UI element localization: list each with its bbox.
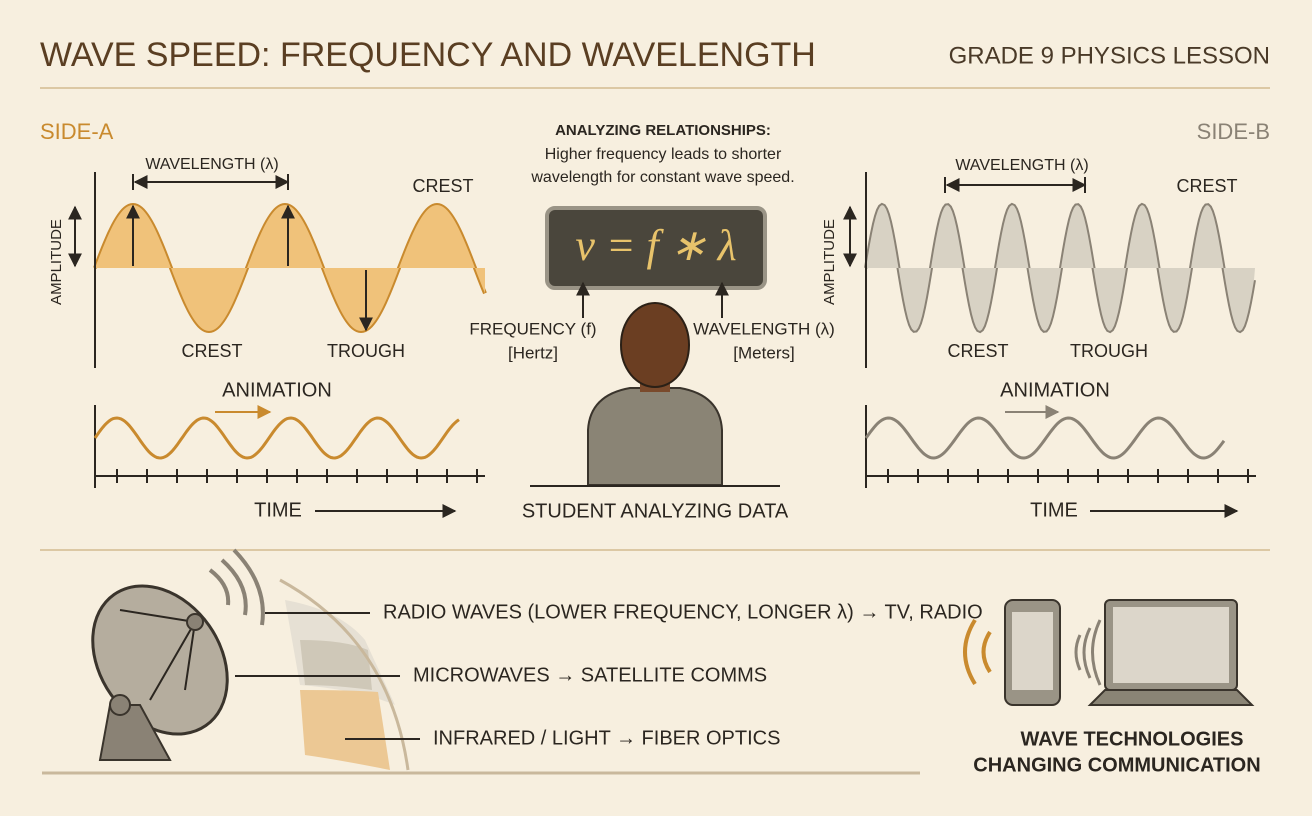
description-line: Higher frequency leads to shorter [545,146,782,163]
center-panel: ANALYZING RELATIONSHIPS: Higher frequenc… [469,122,834,522]
crest-label: CREST [1176,176,1237,196]
student-head [620,302,690,388]
time-label: TIME [254,499,302,521]
caption: CHANGING COMMUNICATION [973,754,1260,776]
band [300,690,390,770]
wave-fill [95,205,485,331]
spectrum-item: RADIO WAVES (LOWER FREQUENCY, LONGER λ) … [383,601,983,623]
wavelength-label: WAVELENGTH (λ) [955,157,1088,174]
frequency-label: FREQUENCY (f) [469,319,596,338]
formula: ν = f ∗ λ [575,221,736,270]
laptop-screen [1113,607,1229,683]
heading: ANALYZING RELATIONSHIPS: [555,122,771,139]
laptop-base [1087,689,1255,706]
animation-wave [864,416,1226,460]
description-line: wavelength for constant wave speed. [530,169,794,186]
side-a: SIDE-A WAVELENGTH (λ) AMPLITUDE CREST CR… [40,119,487,521]
side-b: SIDE-B WAVELENGTH (λ) AMPLITUDE CREST CR… [821,119,1270,521]
animation-label: ANIMATION [1000,379,1110,401]
signal-arcs [1074,619,1102,686]
spectrum: RADIO WAVES (LOWER FREQUENCY, LONGER λ) … [42,548,983,775]
formula-board [545,206,767,290]
dish-feed [119,609,196,701]
animation-label: ANIMATION [222,379,332,401]
dish-joint [109,694,131,716]
trough-label: TROUGH [1070,341,1148,361]
subtitle: GRADE 9 PHYSICS LESSON [949,42,1270,69]
wavelength-label: WAVELENGTH (λ) [693,319,835,338]
feed-horn [186,613,204,631]
amplitude-label: AMPLITUDE [821,219,838,305]
signal-arcs [208,548,265,626]
wavelength-label: WAVELENGTH (λ) [145,156,278,173]
time-label: TIME [1030,499,1078,521]
side-label: SIDE-A [40,119,114,144]
band [300,640,372,690]
amplitude-label: AMPLITUDE [48,219,65,305]
spectrum-item: INFRARED / LIGHT → FIBER OPTICS [433,727,780,749]
animation-wave [93,416,460,460]
caption: STUDENT ANALYZING DATA [522,500,789,522]
technologies: WAVE TECHNOLOGIES CHANGING COMMUNICATION [963,599,1261,776]
wave-fill [866,205,1255,331]
title: WAVE SPEED: FREQUENCY AND WAVELENGTH [40,36,816,74]
frequency-unit: [Hertz] [508,343,558,362]
trough-label: TROUGH [327,341,405,361]
wavelength-unit: [Meters] [733,343,794,362]
spectrum-item: MICROWAVES → SATELLITE COMMS [413,664,767,686]
crest-label: CREST [181,341,242,361]
crest-label: CREST [947,341,1008,361]
phone-screen [1012,612,1053,690]
caption: WAVE TECHNOLOGIES [1021,728,1244,750]
signal-arcs [963,618,992,686]
student-body [587,387,723,486]
side-label: SIDE-B [1197,119,1270,144]
crest-label: CREST [412,176,473,196]
